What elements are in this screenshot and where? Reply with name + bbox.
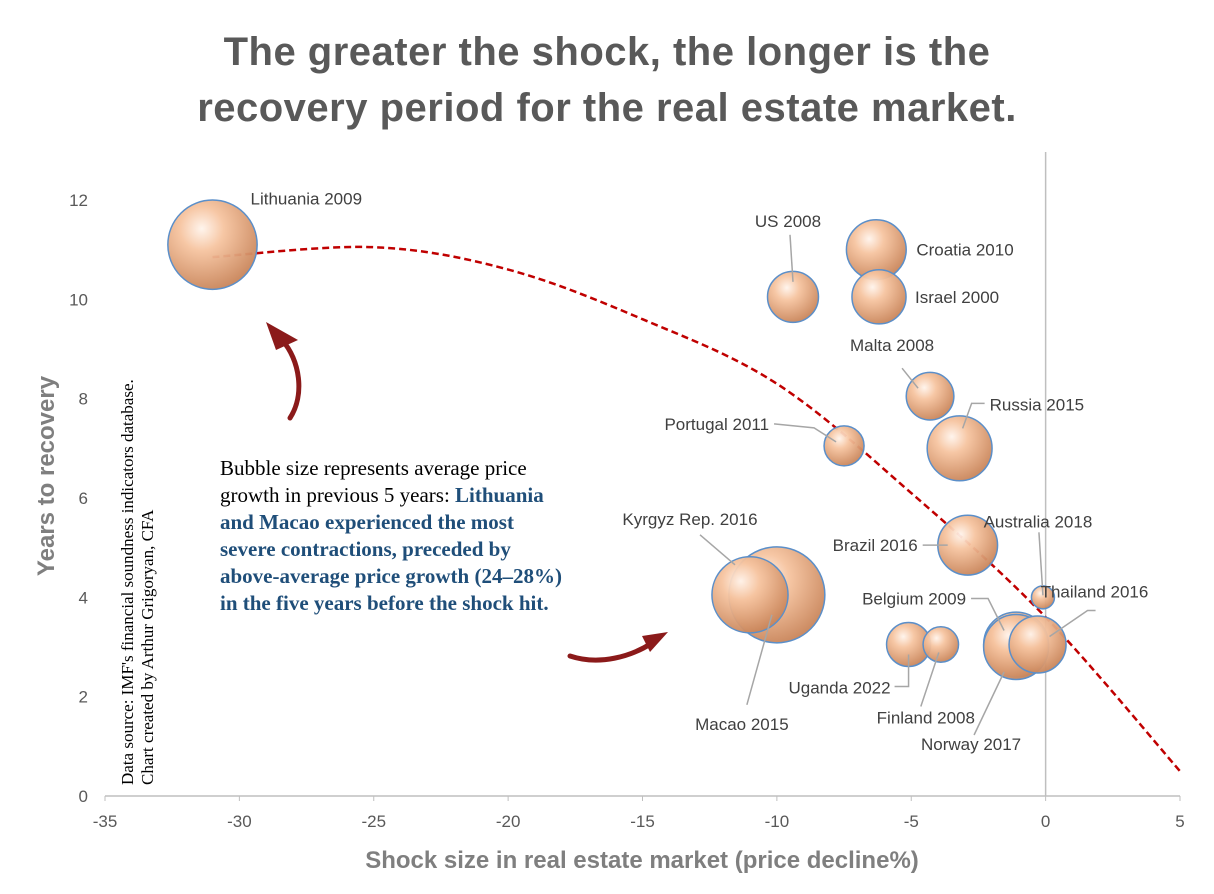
y-tick-label: 12: [69, 191, 88, 210]
bubble-thailand-2016: [1008, 615, 1067, 674]
label-croatia-2010: Croatia 2010: [916, 241, 1013, 260]
label-norway-2017: Norway 2017: [921, 735, 1021, 754]
leader-line: [699, 534, 736, 566]
leader-line: [789, 234, 794, 282]
label-kyrgyz-rep-2016: Kyrgyz Rep. 2016: [622, 510, 757, 529]
y-tick-label: 4: [79, 588, 88, 607]
bubble-israel-2000: [851, 269, 907, 325]
bubble-finland-2008: [922, 626, 960, 663]
bubble-malta-2008: [905, 371, 955, 421]
source-line-1: Data source: IMF's financial soundness i…: [118, 379, 137, 785]
data-labels-group: Lithuania 2009 US 2008 Croatia 2010 Israel …: [251, 190, 1149, 754]
label-uganda-2022: Uganda 2022: [788, 679, 890, 698]
x-tick-label: -15: [630, 812, 655, 831]
label-belgium-2009: Belgium 2009: [862, 590, 966, 609]
note-plain: Bubble size represents average price gro…: [220, 456, 527, 507]
source-line-2: Chart created by Arthur Grigoryan, CFA: [138, 509, 157, 785]
arrow-to-macao-head: [642, 632, 668, 652]
leader-line: [746, 614, 773, 706]
y-axis-title: Years to recovery: [33, 375, 60, 576]
bubble-lithuania-2009: [167, 199, 258, 291]
y-tick-label: 2: [79, 688, 88, 707]
leader-line: [971, 597, 1005, 631]
label-thailand-2016: Thailand 2016: [1041, 583, 1149, 602]
x-tick-label: -25: [361, 812, 386, 831]
leader-line: [894, 654, 910, 688]
leader-line: [1038, 532, 1044, 596]
annotation-arrows: [266, 322, 668, 663]
label-malta-2008: Malta 2008: [850, 336, 934, 355]
arrow-to-lithuania: [279, 337, 302, 421]
label-brazil-2016: Brazil 2016: [833, 536, 918, 555]
axes-group: -35 -30 -25 -20 -15 -10 -5 0 5 0 2 4 6 8 10 12: [69, 152, 1185, 831]
leader-line: [961, 402, 985, 429]
x-axis-title: Shock size in real estate market (price …: [365, 847, 919, 874]
label-portugal-2011: Portugal 2011: [664, 415, 769, 434]
bubbles-group: [167, 199, 1067, 681]
bubble-portugal-2011: [823, 425, 865, 467]
y-tick-label: 8: [79, 390, 88, 409]
bubble-size-note: Bubble size represents average price gro…: [220, 455, 570, 617]
x-tick-label: 0: [1041, 812, 1050, 831]
label-lithuania-2009: Lithuania 2009: [251, 190, 363, 209]
data-source-note: Data source: IMF's financial soundness i…: [118, 379, 158, 785]
label-israel-2000: Israel 2000: [915, 288, 999, 307]
bubble-russia-2015: [926, 415, 993, 482]
x-tick-label: -10: [765, 812, 790, 831]
x-tick-label: -20: [496, 812, 521, 831]
y-tick-label: 0: [79, 787, 88, 806]
leader-line: [773, 423, 837, 443]
leader-line: [920, 652, 940, 707]
label-finland-2008: Finland 2008: [877, 709, 975, 728]
leader-line: [1049, 609, 1096, 638]
chart-title: The greater the shock, the longer is the…: [0, 24, 1214, 136]
x-tick-label: -5: [904, 812, 919, 831]
arrow-to-macao: [567, 640, 655, 663]
x-tick-label: -30: [227, 812, 252, 831]
leader-line: [901, 367, 919, 389]
leader-line: [973, 671, 1005, 736]
label-australia-2018: Australia 2018: [984, 512, 1093, 531]
label-us-2008: US 2008: [755, 212, 821, 231]
arrow-to-lithuania-head: [266, 322, 298, 350]
bubble-kyrgyz-rep-2016: [711, 556, 789, 634]
chart-title-line-1: The greater the shock, the longer is the: [223, 30, 991, 74]
leader-lines-group: [699, 234, 1096, 736]
note-emphasis: Lithuania and Macao experienced the most…: [220, 483, 562, 615]
y-tick-label: 10: [69, 290, 88, 309]
y-tick-label: 6: [79, 489, 88, 508]
label-macao-2015: Macao 2015: [695, 715, 789, 734]
label-russia-2015: Russia 2015: [990, 395, 1085, 414]
chart-title-line-2: recovery period for the real estate mark…: [197, 86, 1017, 130]
x-tick-label: -35: [93, 812, 118, 831]
x-tick-label: 5: [1175, 812, 1184, 831]
